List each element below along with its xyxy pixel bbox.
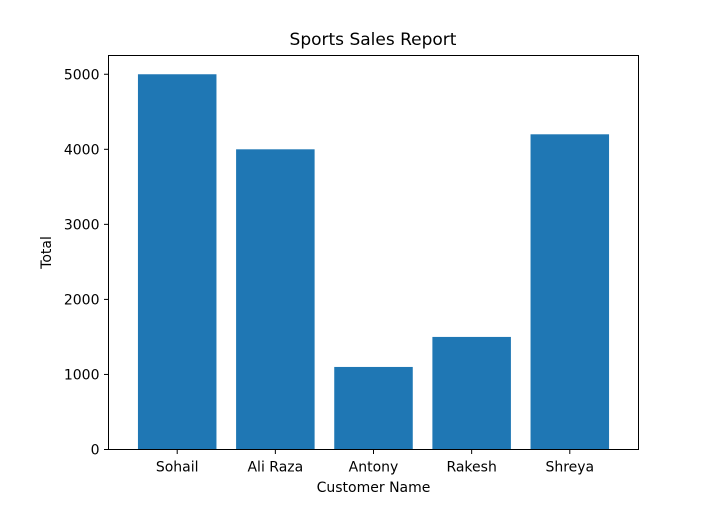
y-tick-label: 2000 (64, 292, 100, 308)
y-tick-label: 3000 (64, 217, 100, 233)
y-tick-label: 5000 (64, 67, 100, 83)
bar-sohail (137, 74, 217, 450)
y-tick-label: 4000 (64, 142, 100, 158)
y-axis-label: Total (39, 236, 55, 270)
chart-title: Sports Sales Report (290, 30, 457, 50)
x-tick-label: Antony (349, 460, 399, 476)
y-tick-label: 0 (91, 443, 100, 459)
x-tick-label: Sohail (156, 460, 199, 476)
x-tick-label: Shreya (545, 460, 594, 476)
bar-ali-raza (236, 149, 315, 450)
x-tick-label: Ali Raza (247, 460, 303, 476)
bar-rakesh (432, 336, 511, 450)
axes: Sohail Ali Raza Antony Rakesh Shreya 0 1000 200… (64, 67, 594, 475)
x-axis-label: Customer Name (317, 480, 431, 496)
bar-shreya (530, 134, 610, 450)
x-tick-label: Rakesh (446, 460, 496, 476)
y-tick-label: 1000 (64, 367, 100, 383)
plot-area (137, 74, 610, 450)
bar-antony (334, 366, 413, 450)
